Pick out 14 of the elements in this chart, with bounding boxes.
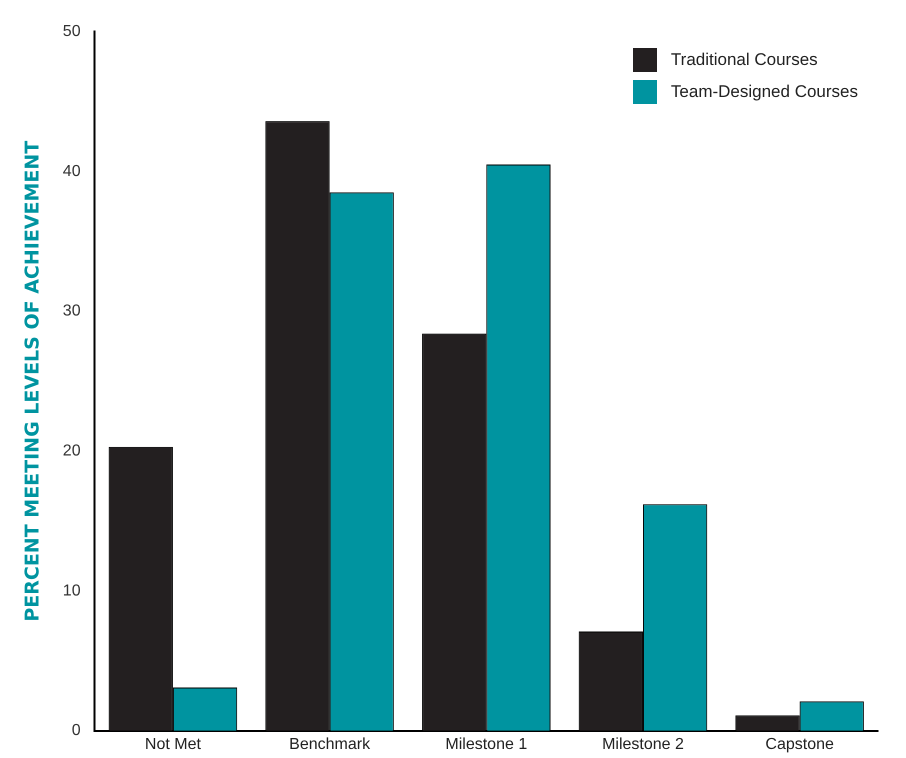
y-tick-label: 20 <box>62 442 81 460</box>
y-tick-label: 0 <box>72 722 81 740</box>
legend-label: Team-Designed Courses <box>670 82 858 102</box>
x-tick-label: Capstone <box>765 736 834 753</box>
y-axis-title: PERCENT MEETING LEVELS OF ACHIEVEMENT <box>21 140 44 622</box>
y-tick-label: 10 <box>62 582 81 600</box>
x-tick-label: Milestone 2 <box>602 736 684 753</box>
legend-label: Traditional Courses <box>670 50 818 70</box>
y-tick-label: 50 <box>62 23 81 40</box>
x-tick-label: Not Met <box>144 736 202 753</box>
y-tick-label: 40 <box>62 162 81 180</box>
y-tick-label: 30 <box>62 302 81 320</box>
x-tick-label: Benchmark <box>289 736 372 753</box>
x-tick-label: Milestone 1 <box>445 736 528 753</box>
